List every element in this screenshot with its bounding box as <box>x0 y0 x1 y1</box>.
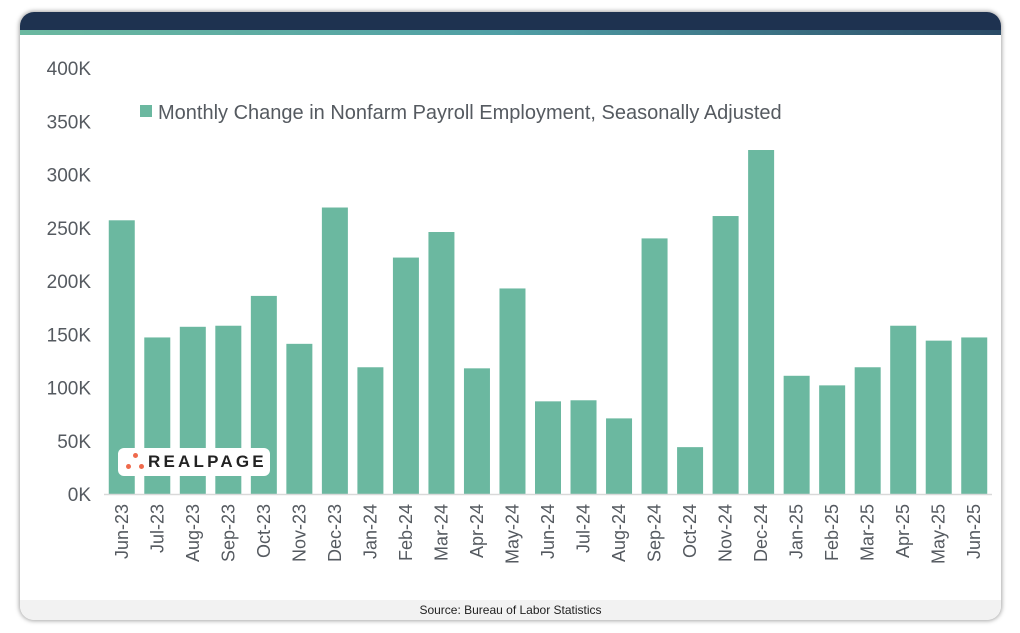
bar <box>854 367 881 494</box>
x-tick-label: Feb-24 <box>396 504 416 561</box>
logo-dot <box>139 464 144 469</box>
source-note: Source: Bureau of Labor Statistics <box>419 603 602 617</box>
y-tick-label: 300K <box>47 166 92 187</box>
realpage-logo: REALPAGE <box>118 448 270 476</box>
y-tick-label: 200K <box>47 272 92 293</box>
x-tick-label: Dec-24 <box>751 504 771 562</box>
bar <box>606 418 633 494</box>
footer-band: Source: Bureau of Labor Statistics <box>20 600 1001 620</box>
accent-strip <box>20 30 1001 35</box>
bar <box>463 368 490 494</box>
y-axis: 0K 50K 100K 150K 200K 250K 300K 350K 400K <box>47 59 92 506</box>
x-tick-label: Dec-23 <box>325 504 345 562</box>
bars <box>108 150 988 495</box>
x-tick-label: Mar-25 <box>858 504 878 561</box>
bar <box>925 340 952 494</box>
x-tick-label: Jan-24 <box>360 504 380 559</box>
x-tick-label: Jun-25 <box>964 504 984 559</box>
x-tick-label: Aug-23 <box>183 504 203 562</box>
bar <box>570 400 597 494</box>
bar <box>321 207 348 494</box>
x-tick-label: Aug-24 <box>609 504 629 562</box>
bar <box>819 385 846 494</box>
x-tick-label: Mar-24 <box>431 504 451 561</box>
x-tick-label: Sep-23 <box>218 504 238 562</box>
bar <box>392 257 419 494</box>
bar <box>783 375 810 494</box>
x-tick-label: Oct-23 <box>254 504 274 558</box>
bar <box>428 232 455 494</box>
x-tick-label: Oct-24 <box>680 504 700 558</box>
bar <box>286 343 313 494</box>
legend: Monthly Change in Nonfarm Payroll Employ… <box>140 102 782 124</box>
bar <box>641 238 668 494</box>
legend-swatch <box>140 105 152 117</box>
bar <box>712 216 739 494</box>
x-tick-label: May-24 <box>502 504 522 564</box>
legend-label: Monthly Change in Nonfarm Payroll Employ… <box>158 102 782 124</box>
x-tick-label: Jul-24 <box>574 504 594 553</box>
bar <box>748 150 775 494</box>
y-tick-label: 350K <box>47 112 92 133</box>
y-tick-label: 100K <box>47 379 92 400</box>
y-tick-label: 0K <box>68 485 92 506</box>
y-tick-label: 50K <box>57 432 91 453</box>
chart-card: Source: Bureau of Labor Statistics <box>20 12 1001 620</box>
x-tick-label: May-25 <box>929 504 949 564</box>
bar <box>535 401 561 494</box>
x-tick-label: Feb-25 <box>822 504 842 561</box>
x-tick-label: Jan-25 <box>787 504 807 559</box>
y-tick-label: 400K <box>47 59 92 80</box>
x-tick-label: Nov-23 <box>289 504 309 562</box>
bar <box>890 325 917 494</box>
bar <box>357 367 384 494</box>
bar <box>961 337 988 494</box>
x-tick-label: Apr-25 <box>893 504 913 558</box>
y-tick-label: 250K <box>47 219 92 240</box>
logo-dot <box>133 453 138 458</box>
y-tick-label: 150K <box>47 325 92 346</box>
x-tick-label: Nov-24 <box>716 504 736 562</box>
logo-dot <box>126 464 131 469</box>
x-tick-label: Jun-23 <box>112 504 132 559</box>
x-axis: Jun-23 Jul-23 Aug-23 Sep-23 Oct-23 Nov-23 Dec-… <box>112 504 984 564</box>
x-tick-label: Apr-24 <box>467 504 487 558</box>
bar <box>677 447 704 494</box>
x-tick-label: Jul-23 <box>147 504 167 553</box>
x-tick-label: Jun-24 <box>538 504 558 559</box>
bar <box>499 288 526 494</box>
logo-text: REALPAGE <box>148 452 267 471</box>
x-tick-label: Sep-24 <box>645 504 665 562</box>
header-band <box>20 12 1001 30</box>
